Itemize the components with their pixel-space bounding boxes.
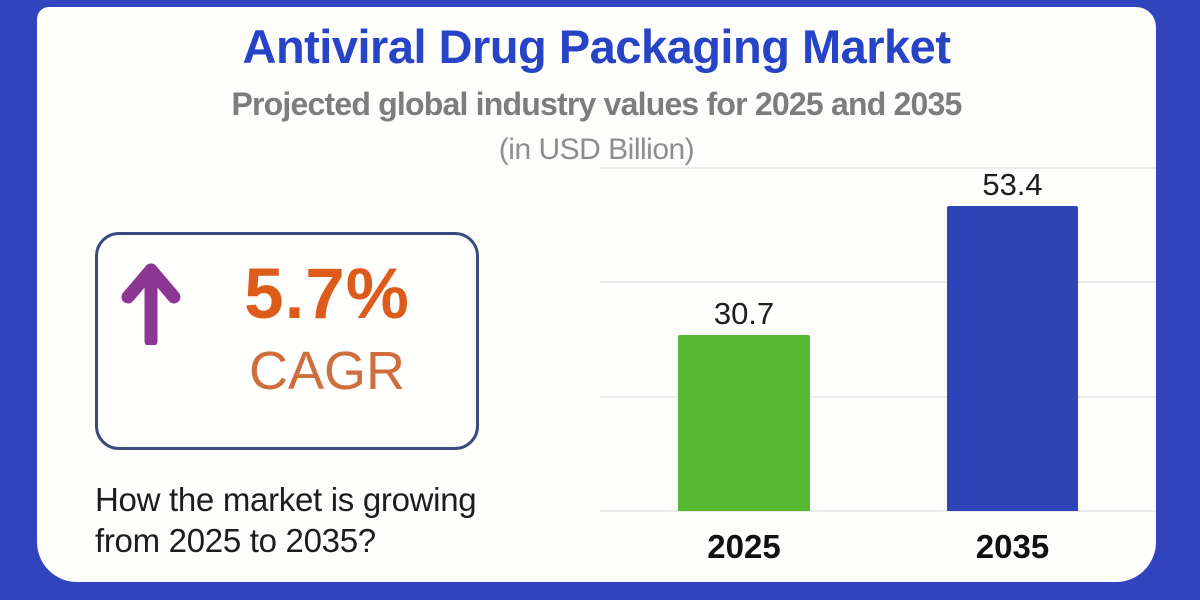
gridline (600, 167, 1156, 169)
page-title: Antiviral Drug Packaging Market (242, 20, 951, 73)
infographic-panel: Antiviral Drug Packaging Market Projecte… (37, 7, 1156, 582)
up-arrow-icon (121, 263, 181, 345)
bar-2035 (947, 206, 1078, 511)
growth-question-line2: from 2025 to 2035? (95, 522, 376, 559)
gridline (600, 281, 1156, 283)
bar-group-2035: 53.4 2035 (947, 167, 1078, 565)
cagr-box: 5.7% CAGR (95, 232, 479, 450)
bar-value-2035: 53.4 (982, 167, 1043, 202)
bar-2025 (678, 335, 810, 511)
subtitle: Projected global industry values for 202… (231, 86, 962, 122)
axis-label-2035: 2035 (975, 528, 1050, 565)
axis-label-2025: 2025 (707, 528, 781, 565)
unit-note: (in USD Billion) (498, 133, 695, 166)
bar-value-2025: 30.7 (713, 296, 775, 331)
cagr-label: CAGR (248, 341, 405, 401)
cagr-value: 5.7% (244, 255, 410, 334)
bar-group-2025: 30.7 2025 (678, 168, 810, 565)
gridline (600, 510, 1156, 512)
bar-chart: 30.7 2025 53.4 2035 (600, 167, 1156, 565)
cagr-text-column: 5.7% CAGR (196, 235, 458, 401)
growth-question: How the market is growing from 2025 to 2… (95, 479, 477, 561)
growth-question-line1: How the market is growing (95, 481, 477, 518)
gridline (600, 396, 1156, 398)
